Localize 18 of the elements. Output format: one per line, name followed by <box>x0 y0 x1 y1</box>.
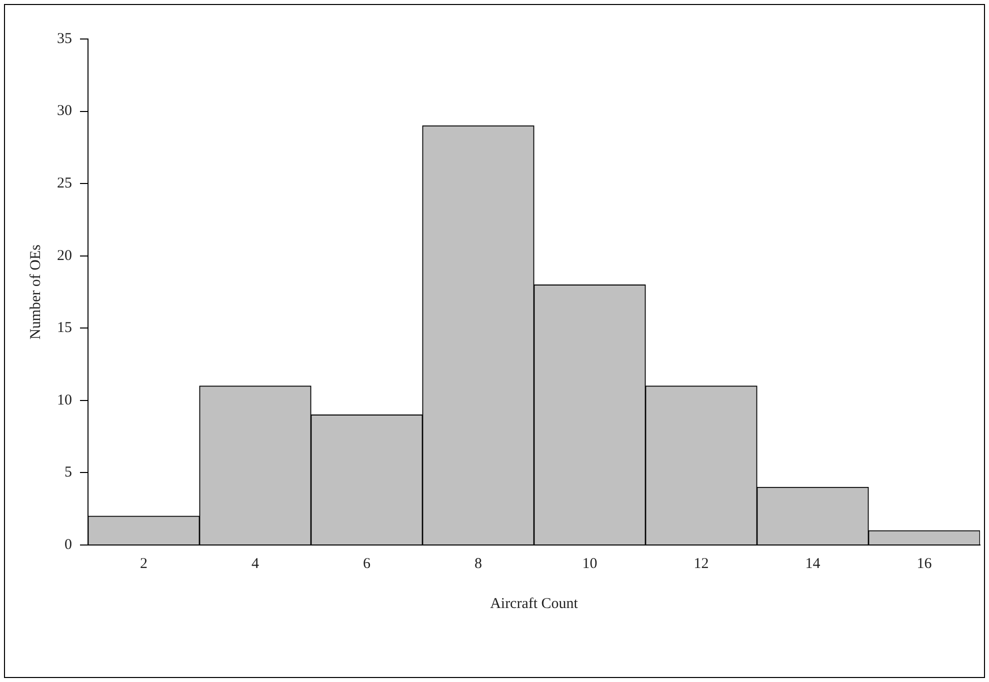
y-tick-label: 15 <box>57 320 72 336</box>
y-tick-label: 25 <box>57 176 72 192</box>
x-tick-label: 6 <box>363 556 371 572</box>
y-tick-label: 30 <box>57 103 72 120</box>
x-tick-label: 12 <box>694 556 709 572</box>
y-tick-label: 10 <box>57 392 72 408</box>
x-tick-label: 16 <box>916 556 932 572</box>
x-tick-label: 2 <box>140 556 148 572</box>
x-axis-title: Aircraft Count <box>490 596 579 612</box>
y-tick-label: 35 <box>57 30 72 47</box>
y-tick-label: 20 <box>57 248 72 264</box>
y-axis-title: Number of OEs <box>28 244 44 340</box>
x-tick-label: 10 <box>582 556 598 572</box>
x-tick-label: 14 <box>805 556 821 572</box>
x-tick-label: 4 <box>252 556 260 572</box>
x-tick-label: 8 <box>474 556 482 572</box>
y-tick-label: 0 <box>64 536 72 553</box>
y-tick-label: 5 <box>64 464 72 481</box>
